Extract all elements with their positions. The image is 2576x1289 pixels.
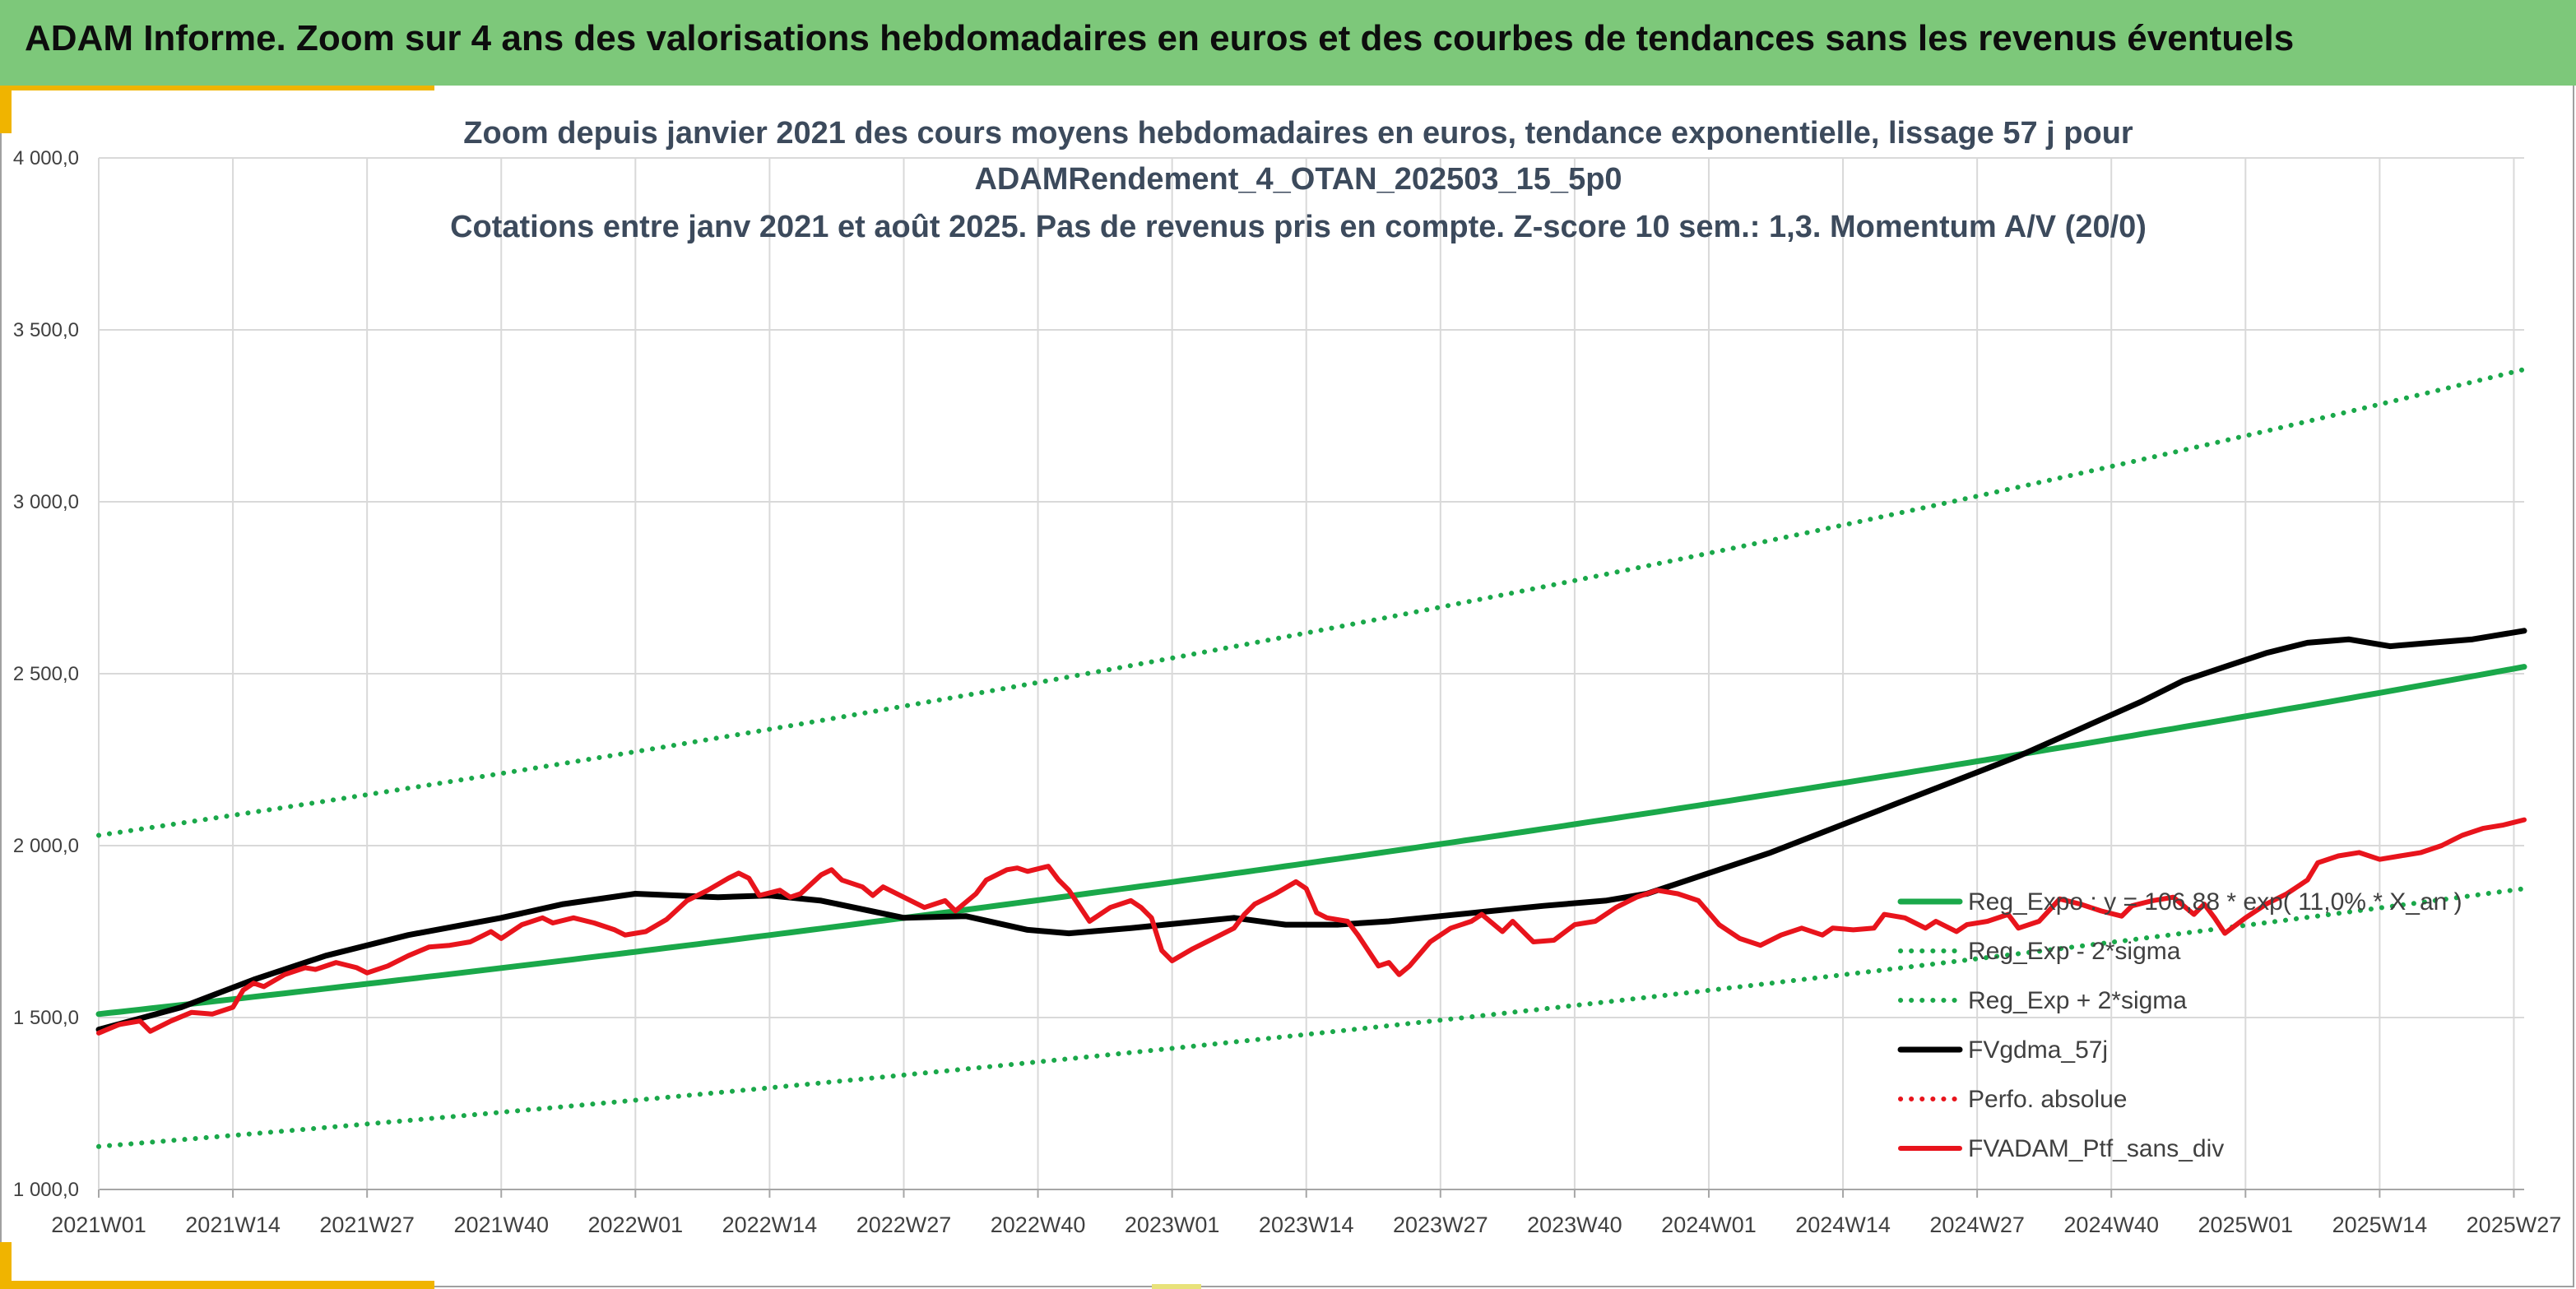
header-bar: ADAM Informe. Zoom sur 4 ans des valoris… bbox=[0, 0, 2576, 86]
series-line-dotted-green bbox=[96, 886, 2527, 1149]
chart-title-line-3: Cotations entre janv 2021 et août 2025. … bbox=[450, 210, 2147, 244]
x-tick-label: 2024W14 bbox=[1795, 1212, 1891, 1237]
series-layer bbox=[95, 367, 2527, 1149]
series-line-dotted-green bbox=[96, 367, 2527, 838]
x-tick-label: 2021W14 bbox=[185, 1212, 281, 1237]
y-tick-label: 4 000,0 bbox=[13, 147, 79, 169]
x-tick-label: 2023W27 bbox=[1393, 1212, 1488, 1237]
legend-label: Perfo. absolue bbox=[1968, 1086, 2127, 1113]
header-title: ADAM Informe. Zoom sur 4 ans des valoris… bbox=[25, 18, 2295, 58]
accent-corner-bottom bbox=[0, 1242, 12, 1289]
x-tick-label: 2021W27 bbox=[319, 1212, 415, 1237]
series-line-solid-black bbox=[95, 628, 2527, 1033]
legend-label: FVADAM_Ptf_sans_div bbox=[1968, 1135, 2224, 1162]
x-tick-label: 2024W27 bbox=[1929, 1212, 2025, 1237]
x-tick-label: 2025W01 bbox=[2198, 1212, 2293, 1237]
x-tick-label: 2022W40 bbox=[991, 1212, 1086, 1237]
x-tick-label: 2023W14 bbox=[1259, 1212, 1354, 1237]
x-tick-label: 2022W01 bbox=[588, 1212, 684, 1237]
legend: Reg_Expo : y = 106,88 * exp( 11,0% * X_a… bbox=[1897, 888, 2462, 1162]
accent-corner-top bbox=[0, 86, 12, 133]
legend-label: Reg_Exp + 2*sigma bbox=[1968, 987, 2187, 1014]
y-tick-label: 2 500,0 bbox=[13, 663, 79, 685]
x-tick-label: 2023W01 bbox=[1125, 1212, 1220, 1237]
x-tick-label: 2025W27 bbox=[2467, 1212, 2562, 1237]
series-line-solid-green bbox=[95, 664, 2527, 1018]
x-tick-label: 2025W14 bbox=[2332, 1212, 2428, 1237]
y-tick-label: 1 500,0 bbox=[13, 1007, 79, 1029]
legend-label: FVgdma_57j bbox=[1968, 1036, 2108, 1064]
y-tick-label: 3 000,0 bbox=[13, 491, 79, 513]
chart-title-line-2: ADAMRendement_4_OTAN_202503_15_5p0 bbox=[974, 162, 1622, 197]
legend-label: Reg_Expo : y = 106,88 * exp( 11,0% * X_a… bbox=[1968, 888, 2462, 916]
y-tick-label: 1 000,0 bbox=[13, 1179, 79, 1201]
axis-layer: 1 000,0 1 500,0 2 000,0 2 500,0 3 000,0 3 500… bbox=[13, 147, 2561, 1237]
x-tick-label: 2021W40 bbox=[453, 1212, 549, 1237]
accent-line-top bbox=[0, 86, 434, 90]
chart-title: Zoom depuis janvier 2021 des cours moyen… bbox=[450, 116, 2147, 244]
x-tick-label: 2022W27 bbox=[856, 1212, 952, 1237]
grid-layer bbox=[98, 157, 2524, 1190]
legend-label: Reg_Exp - 2*sigma bbox=[1968, 938, 2181, 965]
x-tick-label: 2022W14 bbox=[722, 1212, 818, 1237]
x-tick-label: 2024W40 bbox=[2063, 1212, 2159, 1237]
y-tick-label: 3 500,0 bbox=[13, 319, 79, 341]
accent-line-bottom-mid bbox=[1152, 1284, 1201, 1289]
y-tick-label: 2 000,0 bbox=[13, 835, 79, 857]
x-tick-label: 2021W01 bbox=[51, 1212, 146, 1237]
chart-title-line-1: Zoom depuis janvier 2021 des cours moyen… bbox=[463, 116, 2133, 151]
series-line-solid-red bbox=[96, 817, 2527, 1036]
accent-line-bottom bbox=[0, 1281, 434, 1289]
x-tick-label: 2023W40 bbox=[1527, 1212, 1622, 1237]
x-tick-label: 2024W01 bbox=[1661, 1212, 1757, 1237]
chart-frame bbox=[0, 86, 2574, 1287]
